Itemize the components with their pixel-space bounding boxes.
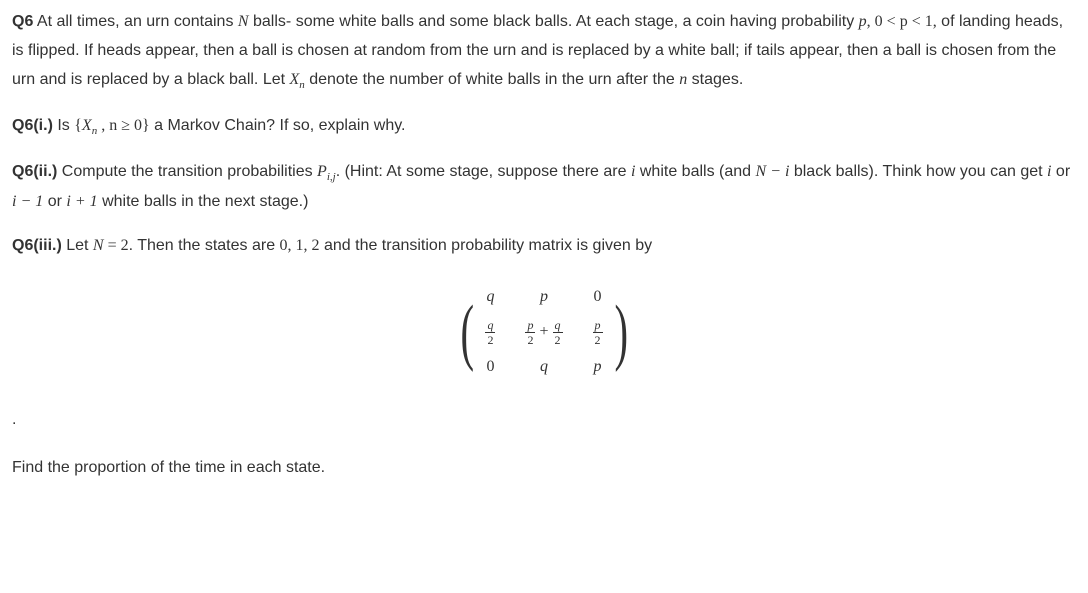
cell-2-1: q [525, 353, 562, 382]
paren-right: ) [614, 295, 628, 369]
cell-2-0: 0 [481, 353, 499, 382]
cell-0-2: 0 [589, 283, 607, 312]
frac-q-2: q 2 [485, 319, 495, 346]
cell-2-2: p [589, 353, 607, 382]
q6ii: Q6(ii.) Compute the transition probabili… [12, 158, 1076, 217]
q6i-Xn: X [82, 117, 92, 134]
q6iii-text-1: Let [62, 237, 93, 254]
cell-0-0: q [481, 283, 499, 312]
q6iii-N: N [93, 237, 104, 254]
set-open: { [74, 117, 82, 134]
cell-1-0: q 2 [481, 318, 499, 347]
frac-den: 2 [485, 332, 495, 346]
cell-0-1: p [525, 283, 562, 312]
q6ii-text-3: white balls (and [635, 163, 755, 180]
q6iii-states: 0, 1, 2 [280, 237, 320, 254]
frac-den: 2 [593, 332, 603, 346]
var-p: p [859, 13, 867, 30]
paren-left: ( [460, 295, 474, 369]
cell-1-2: p 2 [589, 318, 607, 347]
matrix-body: q p 0 q 2 p 2 + q 2 p [479, 279, 608, 385]
q6ii-text-5: or [1051, 163, 1070, 180]
q6iii-eq: = 2 [104, 237, 129, 254]
q6ii-text-6: or [43, 193, 66, 210]
frac-num: p [593, 319, 603, 332]
q6-intro: Q6 At all times, an urn contains N balls… [12, 8, 1076, 96]
q6ii-text-4: black balls). Think how you can get [789, 163, 1047, 180]
q6-text-1: At all times, an urn contains [33, 13, 238, 30]
q6i-text-2: a Markov Chain? If so, explain why. [150, 117, 406, 134]
q6-text-2: balls- some white balls and some black b… [249, 13, 859, 30]
q6i: Q6(i.) Is {Xn , n ≥ 0} a Markov Chain? I… [12, 112, 1076, 142]
q6ii-im1: i − 1 [12, 193, 43, 210]
q6i-text-1: Is [53, 117, 74, 134]
q6ii-text-2: . (Hint: At some stage, suppose there ar… [336, 163, 631, 180]
q6-text-5: stages. [687, 71, 743, 88]
q6iii-text-3: and the transition probability matrix is… [320, 237, 653, 254]
q6-text-4: denote the number of white balls in the … [305, 71, 679, 88]
q6ii-text-7: white balls in the next stage.) [98, 193, 309, 210]
plus: + [535, 323, 552, 340]
frac-p-2-a: p 2 [525, 319, 535, 346]
var-Xn: X [290, 71, 300, 88]
frac-num: p [525, 319, 535, 332]
matrix-container: ( q p 0 q 2 p 2 + q 2 [12, 279, 1076, 385]
q6-label: Q6 [12, 13, 33, 30]
dot: . [12, 406, 1076, 435]
q6i-label: Q6(i.) [12, 117, 53, 134]
q6ii-P: P [317, 163, 327, 180]
q6ii-ip1: i + 1 [66, 193, 97, 210]
q6ii-text-1: Compute the transition probabilities [57, 163, 317, 180]
frac-p-2-b: p 2 [593, 319, 603, 346]
q6iii: Q6(iii.) Let N = 2. Then the states are … [12, 232, 1076, 261]
q6iii-label: Q6(iii.) [12, 237, 62, 254]
frac-den: 2 [553, 332, 563, 346]
cell-1-1: p 2 + q 2 [525, 318, 562, 347]
p-cond: , 0 < p < 1, [867, 13, 937, 30]
frac-den: 2 [525, 332, 535, 346]
transition-matrix: ( q p 0 q 2 p 2 + q 2 [455, 279, 633, 385]
frac-num: q [553, 319, 563, 332]
frac-num: q [485, 319, 495, 332]
q6ii-P-sub: i,j [327, 171, 336, 183]
q6iii-text-2: . Then the states are [129, 237, 280, 254]
q6i-cond: , n ≥ 0} [97, 117, 149, 134]
var-N: N [238, 13, 249, 30]
q6ii-label: Q6(ii.) [12, 163, 57, 180]
q6ii-Nmi: N − i [755, 163, 789, 180]
final-text: Find the proportion of the time in each … [12, 454, 1076, 483]
frac-q-2-b: q 2 [553, 319, 563, 346]
